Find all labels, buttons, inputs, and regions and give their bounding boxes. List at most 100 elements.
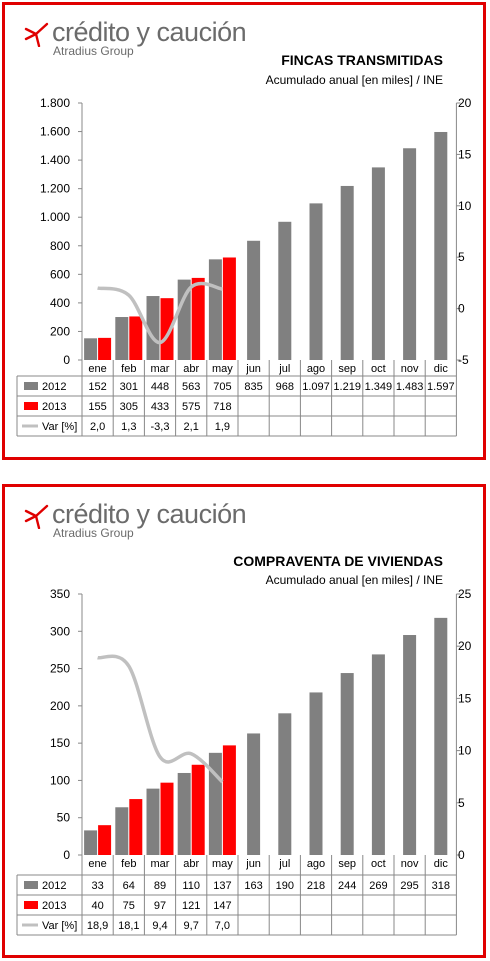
bar-2013	[98, 825, 112, 855]
y2-tick-label: 0	[458, 302, 465, 316]
legend-label: Var [%]	[42, 920, 77, 932]
table-cell-value: 1.349	[365, 381, 393, 393]
y-tick-label: 300	[50, 624, 70, 638]
y2-tick-label: 10	[458, 744, 472, 758]
y-tick-label: 250	[50, 662, 70, 676]
bar-2012	[309, 203, 323, 360]
bar-2012	[403, 635, 417, 855]
x-tick-label: feb	[121, 363, 136, 375]
bar-2012	[403, 148, 417, 360]
y2-tick-label: 5	[458, 796, 465, 810]
table-cell-value: 1.219	[333, 381, 361, 393]
x-tick-label: nov	[401, 858, 419, 870]
table-cell-value: 301	[120, 381, 138, 393]
chart-title: COMPRAVENTA DE VIVIENDAS	[233, 553, 443, 569]
y-tick-label: 400	[50, 296, 70, 310]
x-tick-label: jun	[245, 363, 261, 375]
spark-icon	[24, 22, 49, 48]
legend-swatch-2013	[24, 402, 38, 410]
bar-2013	[160, 782, 174, 855]
table-cell-value: 18,9	[87, 920, 108, 932]
bar-2013	[98, 337, 112, 360]
table-cell-value: 563	[182, 381, 200, 393]
table-cell-value: 448	[151, 381, 169, 393]
table-cell-value: 18,1	[118, 920, 139, 932]
x-tick-label: may	[212, 363, 233, 375]
legend-swatch-2013	[24, 901, 38, 909]
x-tick-label: jun	[245, 858, 261, 870]
y2-tick-label: 20	[458, 639, 472, 653]
table-cell-value: 2,1	[184, 421, 199, 433]
brand-group: Atradius Group	[53, 44, 134, 58]
bar-2012	[84, 338, 98, 360]
x-tick-label: mar	[151, 363, 170, 375]
x-tick-label: sep	[338, 363, 356, 375]
table-cell-value: 163	[244, 880, 262, 892]
y2-tick-label: 10	[458, 199, 472, 213]
bar-2012	[278, 713, 292, 855]
y-tick-label: 1.400	[40, 153, 70, 167]
table-cell-value: 318	[432, 880, 450, 892]
bar-2013	[191, 277, 205, 360]
bar-2012	[371, 167, 385, 360]
y2-tick-label: 20	[458, 96, 472, 110]
y-tick-label: 800	[50, 239, 70, 253]
bar-2013	[222, 745, 236, 855]
chart-panel-compraventa: crédito y caución Atradius Group COMPRAV…	[2, 484, 486, 958]
bar-2013	[160, 298, 174, 360]
y2-tick-label: -5	[458, 353, 469, 367]
brand-logo: crédito y caución Atradius Group	[23, 17, 247, 58]
x-tick-label: sep	[338, 858, 356, 870]
chart-subtitle: Acumulado anual [en miles] / INE	[265, 573, 443, 587]
bar-2012	[371, 654, 385, 855]
x-tick-label: oct	[371, 858, 386, 870]
x-tick-label: ene	[88, 858, 106, 870]
y2-tick-label: 25	[458, 587, 472, 601]
y-tick-label: 1.000	[40, 210, 70, 224]
bar-2012	[115, 807, 129, 855]
y-tick-label: 150	[50, 736, 70, 750]
table-cell-value: 1.097	[302, 381, 330, 393]
table-cell-value: 718	[213, 401, 231, 413]
bar-2012	[434, 131, 448, 360]
y2-tick-label: 15	[458, 147, 472, 161]
table-cell-value: 33	[91, 880, 103, 892]
bar-2012	[434, 617, 448, 855]
table-cell-value: 1,9	[215, 421, 230, 433]
y-tick-label: 1.800	[40, 96, 70, 110]
table-cell-value: 575	[182, 401, 200, 413]
bar-2012	[309, 692, 323, 855]
table-cell-value: -3,3	[151, 421, 170, 433]
chart-subtitle: Acumulado anual [en miles] / INE	[265, 73, 443, 87]
table-cell-value: 75	[123, 900, 135, 912]
y-tick-label: 200	[50, 699, 70, 713]
table-cell-value: 433	[151, 401, 169, 413]
y-tick-label: 50	[57, 811, 71, 825]
var-line	[97, 654, 224, 784]
y-tick-label: 350	[50, 587, 70, 601]
bar-2012	[115, 317, 129, 360]
x-tick-label: abr	[183, 858, 199, 870]
bar-2012	[208, 259, 222, 360]
x-tick-label: mar	[151, 858, 170, 870]
table-cell-value: 89	[154, 880, 166, 892]
var-line	[97, 281, 223, 345]
table-cell-value: 305	[120, 401, 138, 413]
y-tick-label: 0	[63, 848, 70, 862]
table-cell-value: 137	[213, 880, 231, 892]
table-cell-value: 1,3	[121, 421, 136, 433]
table-cell-value: 155	[88, 401, 106, 413]
chart-canvas: 0 50 100 150 200 250 300 350 0 5 10 15 20 25 ene feb mar…	[16, 587, 472, 936]
bar-2012	[340, 673, 354, 855]
table-cell-value: 121	[182, 900, 200, 912]
table-cell-value: 1.483	[396, 381, 424, 393]
bar-2012	[177, 279, 191, 360]
y-tick-label: 600	[50, 267, 70, 281]
chart-canvas: 02004006008001.0001.2001.4001.6001.800-5…	[16, 96, 472, 437]
bar-2012	[278, 221, 292, 360]
table-cell-value: 40	[91, 900, 103, 912]
legend-swatch-2012	[24, 382, 38, 390]
x-tick-label: ene	[88, 363, 106, 375]
chart-title: FINCAS TRANSMITIDAS	[281, 52, 443, 68]
y2-tick-label: 0	[458, 848, 465, 862]
